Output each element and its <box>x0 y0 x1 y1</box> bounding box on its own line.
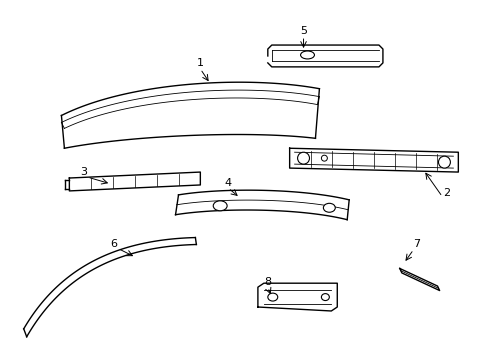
Polygon shape <box>257 283 337 311</box>
Ellipse shape <box>213 201 226 211</box>
Circle shape <box>321 155 326 161</box>
Text: 8: 8 <box>264 277 271 287</box>
Ellipse shape <box>300 51 314 59</box>
Ellipse shape <box>321 294 328 301</box>
Text: 4: 4 <box>224 178 231 188</box>
Polygon shape <box>267 45 382 67</box>
Text: 3: 3 <box>80 167 86 177</box>
Polygon shape <box>69 172 200 191</box>
Ellipse shape <box>323 203 335 212</box>
Text: 2: 2 <box>442 188 449 198</box>
Text: 1: 1 <box>197 58 203 68</box>
Text: 5: 5 <box>300 26 306 36</box>
Circle shape <box>438 156 449 168</box>
Text: 7: 7 <box>412 239 419 249</box>
Circle shape <box>297 152 309 164</box>
Text: 6: 6 <box>110 239 117 248</box>
Polygon shape <box>175 190 348 220</box>
Polygon shape <box>289 148 457 172</box>
Ellipse shape <box>267 293 277 301</box>
Polygon shape <box>399 269 439 291</box>
